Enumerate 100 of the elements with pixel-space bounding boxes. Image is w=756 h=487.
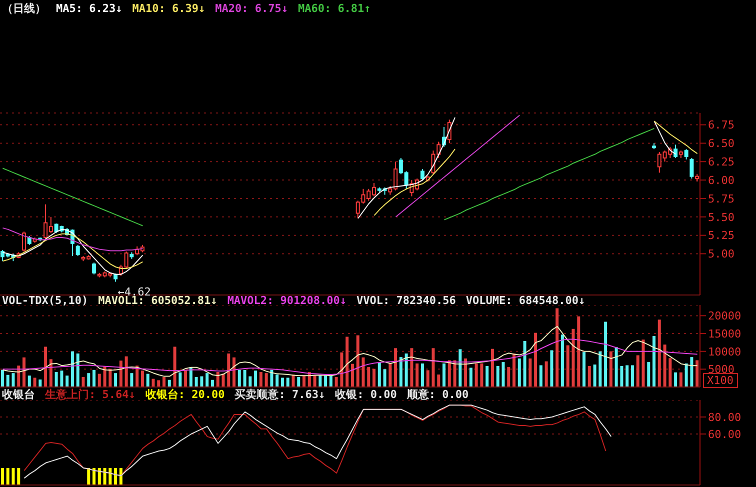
bar	[0, 370, 4, 387]
chart-title: （日线）	[2, 2, 46, 15]
bar	[674, 372, 678, 387]
bar	[486, 366, 489, 387]
bar	[480, 363, 484, 387]
bar	[243, 370, 246, 387]
bar	[66, 376, 69, 387]
candlestick	[674, 144, 678, 158]
bar	[696, 360, 699, 387]
bar	[679, 372, 682, 387]
bar	[6, 374, 10, 387]
bar	[630, 365, 634, 387]
bar	[238, 370, 241, 387]
bar	[502, 362, 505, 387]
bar	[496, 366, 500, 387]
text: MA60: 6.81↑	[298, 2, 371, 15]
bar	[604, 322, 608, 387]
bar	[663, 344, 666, 387]
bar	[146, 374, 150, 387]
y-tick-label: 5.00	[708, 248, 734, 261]
bar	[334, 377, 338, 387]
bar	[232, 357, 236, 387]
candlestick	[92, 262, 96, 275]
annotation: VOLUME: 684548.00↓	[466, 294, 586, 307]
bar	[286, 378, 290, 387]
bar	[684, 363, 688, 387]
bar	[264, 373, 268, 387]
text: 生意上门: 5.64↓	[45, 388, 136, 401]
bar	[448, 360, 451, 387]
candlestick	[690, 157, 694, 180]
y-tick-label: 10000	[708, 345, 742, 358]
chart-title: 收银台	[2, 388, 35, 401]
candlestick	[684, 148, 688, 160]
bar	[614, 347, 618, 387]
bar	[92, 370, 96, 387]
y-tick-label: 5.50	[708, 210, 734, 224]
bar	[356, 335, 360, 387]
bar	[556, 308, 559, 387]
bar	[416, 363, 419, 387]
bar	[119, 360, 122, 387]
bar	[652, 336, 656, 387]
bar	[340, 352, 344, 387]
line-series	[2, 326, 698, 377]
bar	[259, 372, 262, 387]
bar	[642, 340, 645, 387]
y-tick-label: 60.00	[708, 428, 742, 441]
bar	[620, 366, 624, 387]
bar	[140, 370, 144, 387]
y-axis-title: X100	[703, 373, 738, 388]
y-tick-label: 6.25	[708, 156, 734, 169]
annotation: 收银: 0.00	[335, 388, 397, 401]
bar	[593, 364, 596, 387]
y-tick-label: 20000	[708, 310, 742, 323]
bar	[582, 352, 586, 387]
bar	[124, 356, 128, 387]
bar	[76, 353, 80, 387]
bar	[383, 369, 386, 387]
bar	[22, 357, 26, 387]
annotation: 顺意: 0.00	[406, 388, 469, 401]
y-tick-label: 5.75	[708, 192, 734, 206]
bar	[507, 367, 510, 387]
bar	[297, 377, 300, 387]
bar	[200, 376, 204, 387]
bar	[313, 376, 316, 387]
bar	[227, 353, 230, 387]
bar	[367, 367, 370, 387]
text: MA5: 6.23↓	[56, 2, 122, 15]
y-tick-label: 6.00	[708, 174, 734, 187]
bar	[276, 374, 279, 387]
bar	[324, 376, 328, 387]
bar	[98, 374, 101, 387]
bar	[33, 378, 36, 387]
y-tick-label: 15000	[708, 327, 742, 340]
bar	[70, 351, 74, 387]
bar	[82, 377, 85, 387]
bar	[690, 357, 694, 387]
y-tick-label: 6.50	[708, 137, 734, 150]
bar	[206, 373, 209, 387]
bar	[318, 376, 322, 387]
line-series	[2, 338, 698, 376]
bar	[372, 368, 376, 387]
bar	[474, 363, 478, 387]
bar	[184, 370, 188, 387]
bar	[464, 358, 468, 387]
bar	[194, 377, 198, 387]
bar	[210, 380, 214, 387]
bar	[350, 364, 354, 387]
bar	[346, 336, 349, 387]
bar	[28, 376, 31, 387]
bar	[512, 353, 516, 387]
bar	[469, 368, 472, 387]
bar	[442, 363, 446, 387]
y-tick-label: 80.00	[708, 410, 742, 424]
bar	[173, 346, 176, 387]
candlestick	[22, 231, 26, 252]
bar	[544, 361, 548, 387]
bar	[216, 372, 220, 387]
bar	[426, 370, 430, 387]
text: MAVOL2: 901208.00↓	[227, 294, 347, 307]
bar	[168, 380, 171, 387]
